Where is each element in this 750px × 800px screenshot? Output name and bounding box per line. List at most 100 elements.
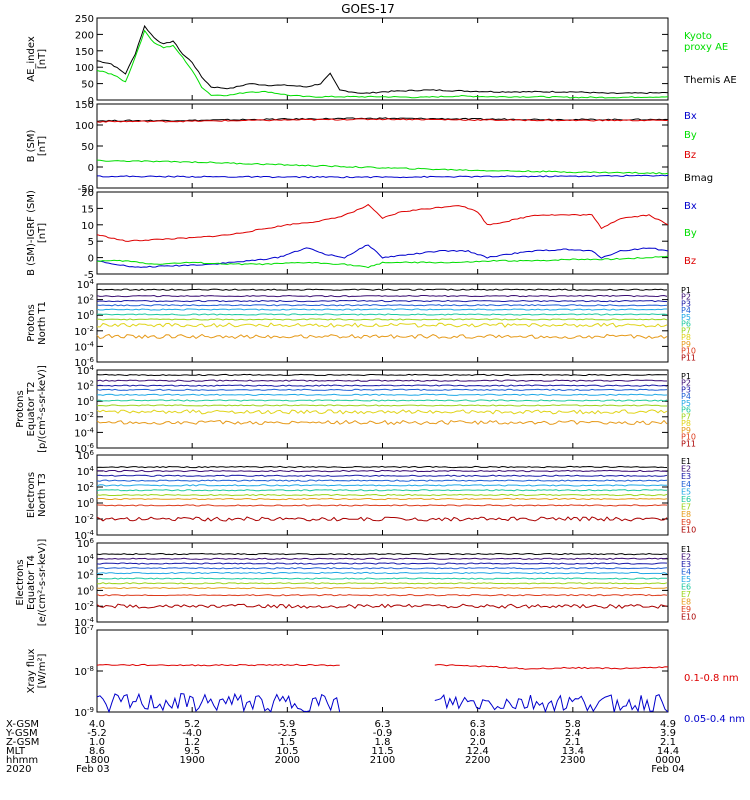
legend-entry: Themis AE <box>683 75 737 86</box>
x-row-label: Z-GSM <box>6 737 39 748</box>
y-tick-label: 104 <box>77 553 95 566</box>
x-row-value: 1.2 <box>184 737 200 748</box>
series-line <box>97 174 669 179</box>
legend-entry: P10 <box>681 433 696 442</box>
legend-entry: E2 <box>681 553 691 562</box>
x-row-value: 2.4 <box>565 728 581 739</box>
y-tick-label: 10-4 <box>74 340 94 353</box>
channel-line <box>96 562 668 565</box>
figure-title: GOES-17 <box>341 2 395 16</box>
y-tick-label: 102 <box>77 294 94 307</box>
legend-entry: By <box>684 228 697 239</box>
legend-entry: P1 <box>681 372 691 381</box>
channel-line <box>96 504 668 507</box>
panel-frame <box>96 629 669 713</box>
x-row-value: 1.5 <box>279 737 295 748</box>
legend-entry: P2 <box>681 293 691 302</box>
channel-line <box>96 557 668 560</box>
legend-entry: Kyoto <box>684 31 712 42</box>
channel-line <box>96 489 667 492</box>
channel-line <box>96 567 668 570</box>
y-tick-label: 100 <box>77 395 94 408</box>
x-row-value: 2100 <box>370 755 395 766</box>
legend-entry: P11 <box>681 439 696 448</box>
channel-line <box>96 479 668 482</box>
y-tick-label: 10 <box>81 221 94 232</box>
x-row-value: 2.0 <box>470 737 486 748</box>
legend-entry: P4 <box>681 306 691 315</box>
channel-line <box>96 571 668 575</box>
x-row-value: 0000 <box>655 755 680 766</box>
x-row-value: 0.8 <box>470 728 486 739</box>
y-tick-label: 150 <box>75 47 94 58</box>
x-row-value: 3.9 <box>660 728 676 739</box>
channel-line <box>96 299 667 303</box>
channel-line <box>96 404 667 407</box>
panel-frame <box>96 369 669 449</box>
y-axis-label: Protons <box>26 304 37 341</box>
panel-xray: 10-7 10-8 10-9 Xray flux [W/m²] 0.1-0.8 nm 0.0… <box>26 624 745 725</box>
channel-line <box>96 294 668 298</box>
x-row-value: 1.0 <box>89 737 105 748</box>
y-tick-label: 100 <box>77 309 94 322</box>
y-tick-label: 10-4 <box>74 426 94 439</box>
x-row-value: 2300 <box>560 755 585 766</box>
y-axis-label: [nT] <box>37 49 48 69</box>
y-tick-label: 10-2 <box>74 600 94 613</box>
legend-entry: E9 <box>681 605 691 614</box>
legend-entry: E10 <box>681 613 696 622</box>
y-axis-label: B (SM)-IGRF (SM) <box>26 190 37 276</box>
legend-entry: E3 <box>681 472 691 481</box>
legend-entry: P6 <box>681 406 691 415</box>
panel-bsm: 150 100 50 0 -50 B (SM) [nT] Bx By Bz Bmag <box>26 100 713 195</box>
channel-line <box>96 474 668 477</box>
legend-entry: Bx <box>684 111 697 122</box>
y-tick-label: 15 <box>81 204 94 215</box>
y-tick-label: 102 <box>77 481 94 494</box>
legend-entry: P5 <box>681 399 691 408</box>
x-row-value: 2.1 <box>660 737 676 748</box>
x-row-label: Y-GSM <box>5 728 38 739</box>
channel-line <box>97 582 668 585</box>
x-row-value: 2200 <box>465 755 490 766</box>
channel-line <box>96 603 668 609</box>
legend-entry: P2 <box>681 379 691 388</box>
y-axis-label: [W/m²] <box>37 653 48 688</box>
legend-entry: E7 <box>681 503 691 512</box>
series-line <box>96 663 340 667</box>
channel-line <box>96 304 668 307</box>
y-tick-label: 50 <box>81 142 94 153</box>
legend-entry: E2 <box>681 465 691 474</box>
y-tick-label: 250 <box>75 14 94 25</box>
legend-entry: E1 <box>681 457 691 466</box>
x-row-label: MLT <box>6 746 26 757</box>
legend-entry: proxy AE <box>684 42 728 53</box>
y-axis-label: North T3 <box>37 473 48 517</box>
channel-line <box>96 409 668 415</box>
y-axis-label: North T1 <box>37 301 48 345</box>
channel-line <box>96 497 668 501</box>
legend-entry: P6 <box>681 320 691 329</box>
x-row-value: 6.3 <box>470 719 486 730</box>
legend-entry: E9 <box>681 518 691 527</box>
y-axis-label: [p/(cm²-s-sr-keV)] <box>37 365 48 453</box>
y-axis-label: Xray flux <box>26 649 37 694</box>
panel-frame <box>96 542 669 623</box>
legend-entry: E7 <box>681 590 691 599</box>
y-axis-label: [nT] <box>37 136 48 156</box>
legend-entry: P7 <box>681 326 691 335</box>
legend-entry: Bz <box>684 150 696 161</box>
y-tick-label: 10-7 <box>74 624 94 637</box>
x-row-value: 5.8 <box>565 719 581 730</box>
channel-line <box>96 469 668 473</box>
y-tick-label: 0 <box>88 163 94 174</box>
legend-entry: E6 <box>681 495 691 504</box>
y-tick-label: 0 <box>88 254 94 265</box>
channel-line <box>96 313 668 316</box>
x-row-value: 11.5 <box>371 746 393 757</box>
y-tick-label: 0 <box>88 96 94 107</box>
legend-entry: E6 <box>681 583 691 592</box>
legend-entry: E5 <box>681 487 691 496</box>
channel-line <box>96 552 668 556</box>
